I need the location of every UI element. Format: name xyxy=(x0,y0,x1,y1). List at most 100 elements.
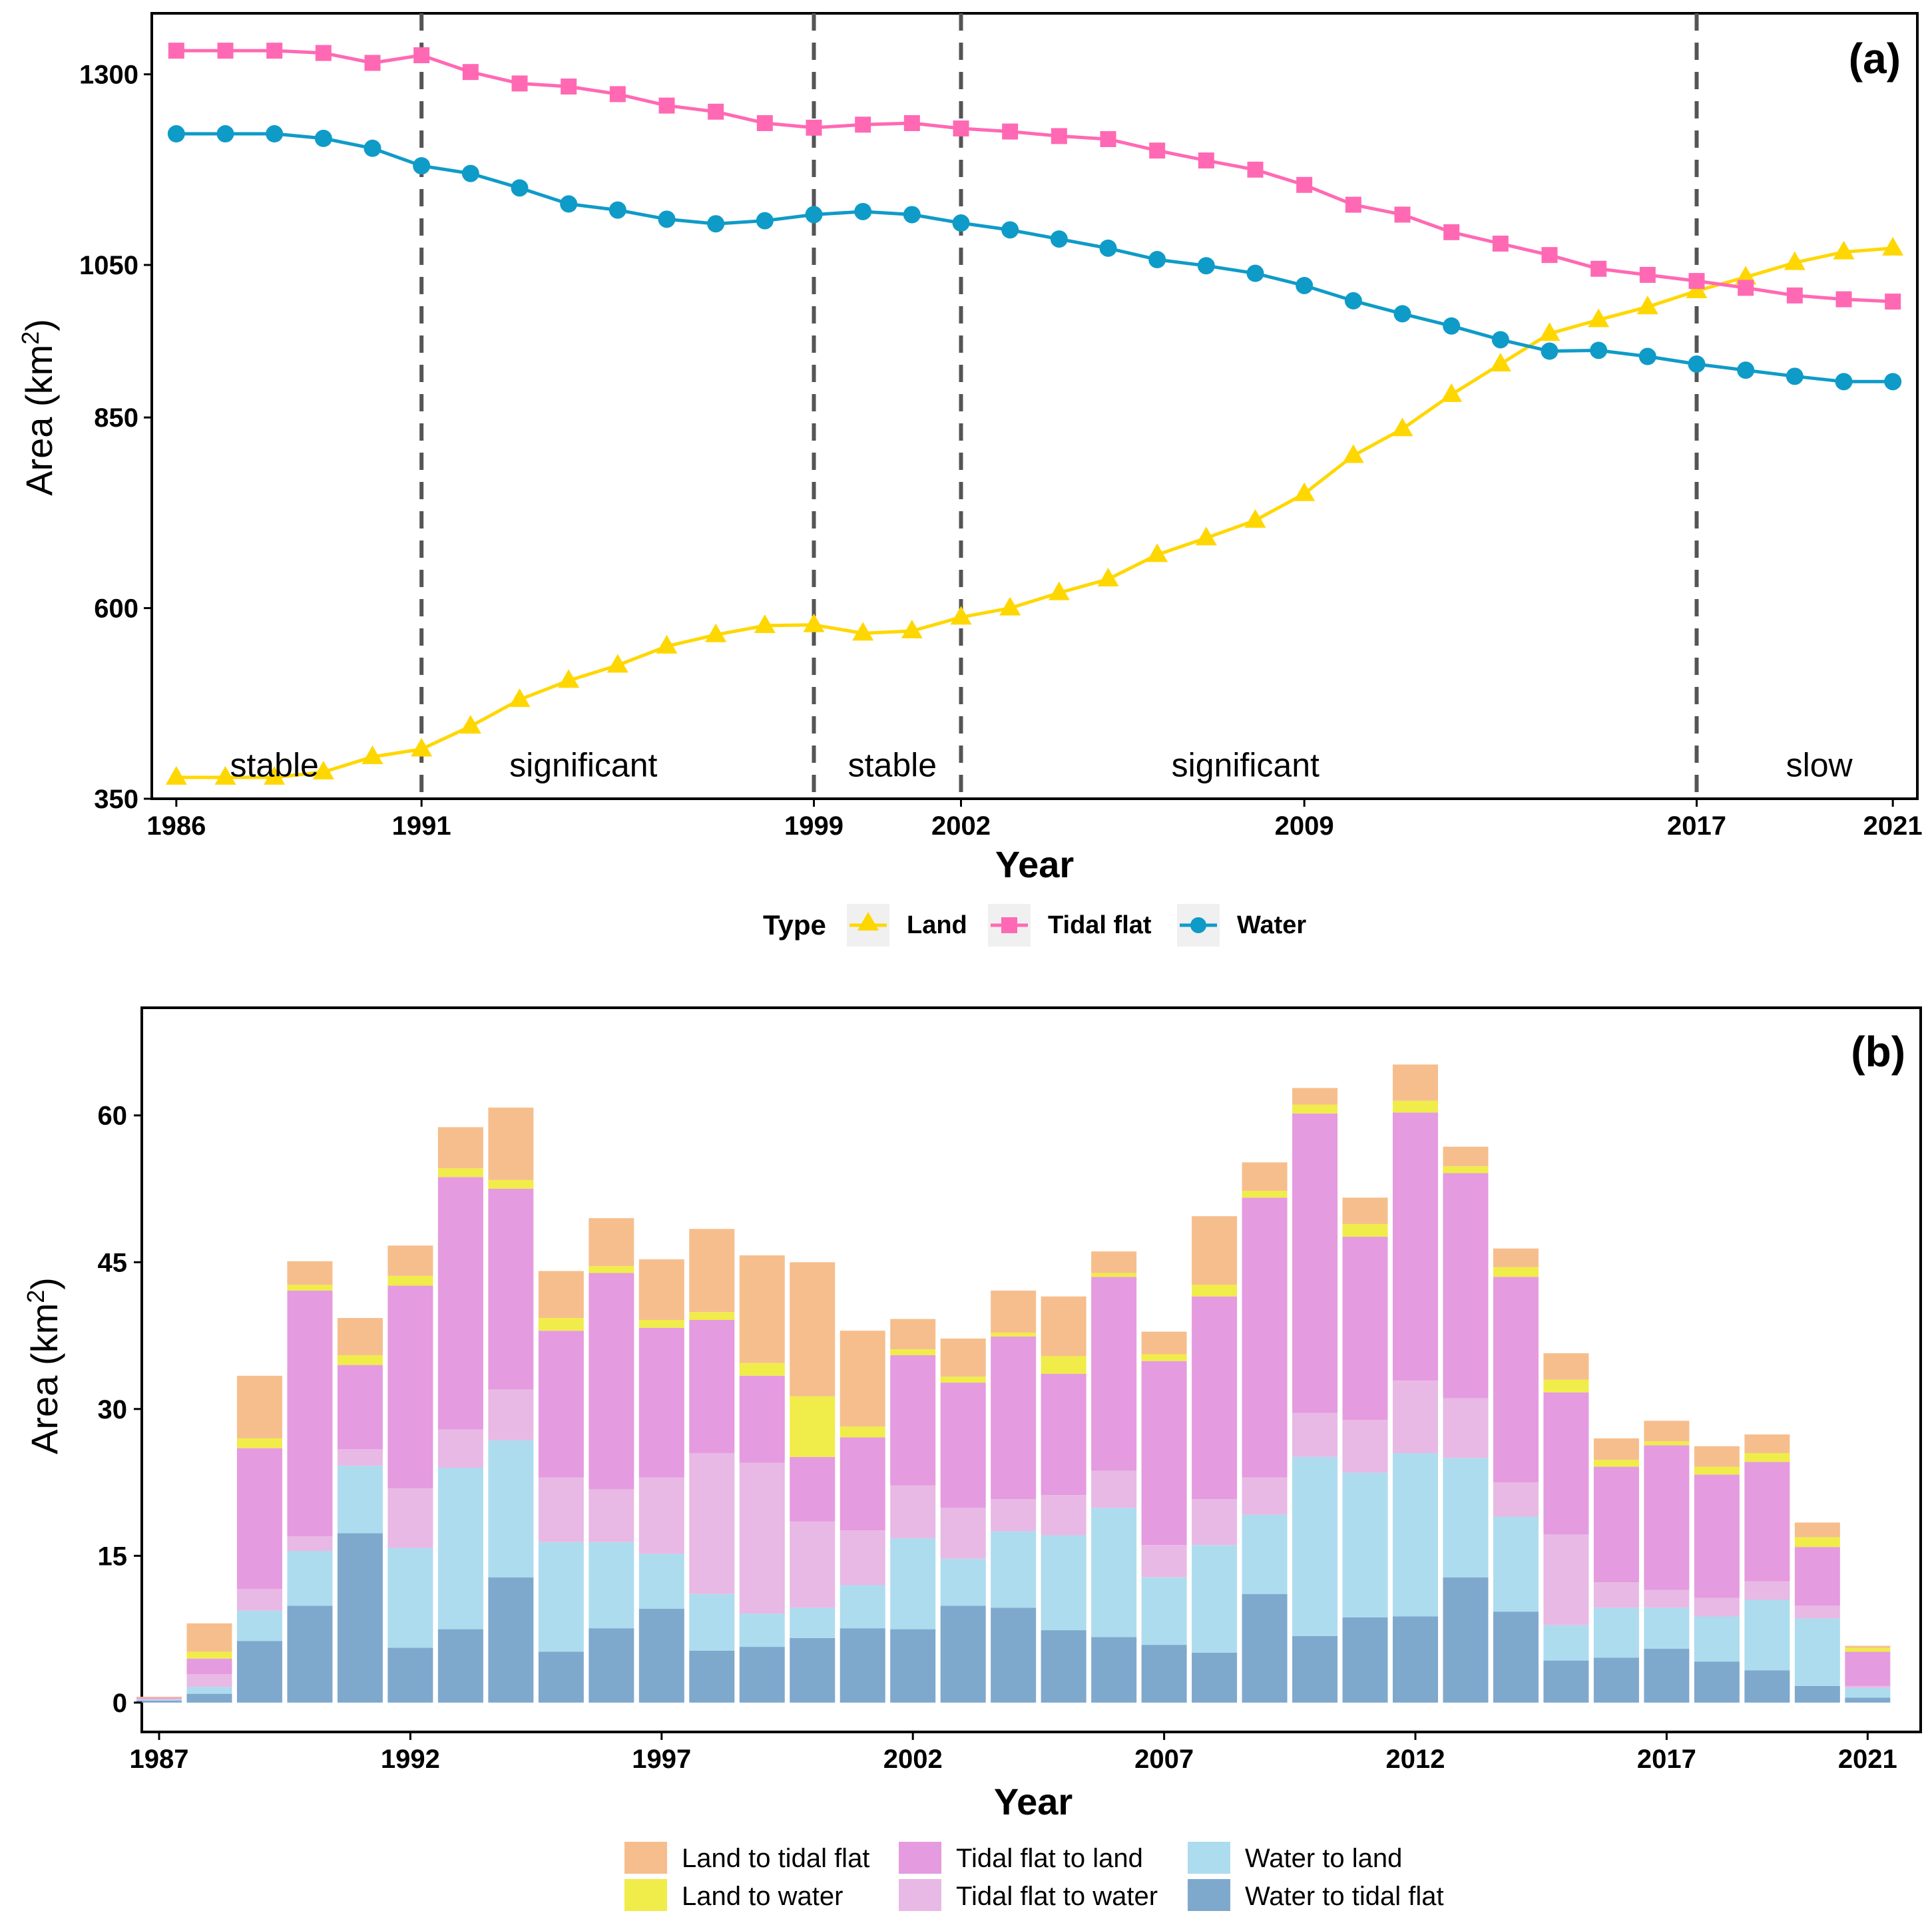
y-tick-label: 45 xyxy=(98,1248,128,1277)
panel-a-legend: Type Land Tidal flat Water xyxy=(763,904,1306,947)
bar-segment-tidal-flat-to-land xyxy=(1041,1373,1087,1496)
bar-segment-tidal-flat-to-water xyxy=(739,1462,785,1614)
bar-segment-land-to-tidal-flat xyxy=(991,1290,1037,1333)
bar-segment-tidal-flat-to-land xyxy=(689,1320,735,1453)
y-axis-ticks: 0 15 30 45 60 xyxy=(98,1102,142,1718)
bar-segment-water-to-tidal-flat xyxy=(136,1700,182,1703)
data-point-tidal-flat xyxy=(1835,291,1852,308)
data-point-water xyxy=(461,164,479,182)
data-point-tidal-flat xyxy=(609,86,626,103)
data-point-land xyxy=(1784,251,1806,270)
bar-segment-water-to-land xyxy=(236,1610,282,1641)
bar-segment-water-to-tidal-flat xyxy=(387,1647,433,1703)
bar-segment-water-to-land xyxy=(1794,1618,1840,1686)
bar-segment-water-to-land xyxy=(136,1699,182,1701)
panel-a-plot-frame xyxy=(150,12,1919,800)
bar-segment-water-to-tidal-flat xyxy=(488,1577,534,1703)
legend-item-land: Land xyxy=(847,904,967,947)
x-tick-label: 1997 xyxy=(632,1745,691,1774)
bar-segment-tidal-flat-to-water xyxy=(1242,1477,1288,1515)
data-point-land xyxy=(1441,383,1463,402)
legend-swatch xyxy=(899,1879,941,1911)
data-point-tidal-flat xyxy=(1296,176,1313,193)
bar-segment-tidal-flat-to-land xyxy=(940,1383,986,1508)
bar-segment-land-to-tidal-flat xyxy=(1694,1446,1740,1467)
y-tick-label: 0 xyxy=(113,1689,127,1718)
data-point-water xyxy=(854,202,872,220)
bar-segment-tidal-flat-to-water xyxy=(186,1674,232,1687)
bar-segment-land-to-water xyxy=(186,1651,232,1659)
bar-segment-land-to-water xyxy=(1845,1647,1891,1652)
bar-segment-water-to-tidal-flat xyxy=(1292,1635,1338,1703)
data-point-tidal-flat xyxy=(1885,294,1901,310)
bar-segment-tidal-flat-to-land xyxy=(1443,1173,1489,1398)
data-point-land xyxy=(1244,509,1266,528)
x-tick-label: 2002 xyxy=(931,811,991,841)
bar-segment-land-to-tidal-flat xyxy=(437,1127,483,1169)
y-tick-label: 60 xyxy=(98,1102,128,1131)
bar-segment-tidal-flat-to-water xyxy=(488,1389,534,1440)
panel-a-line-chart: 350 600 850 1050 1300 1986 1991 1999 2002 2009 20… xyxy=(17,12,1923,947)
bar-segment-water-to-land xyxy=(1242,1514,1288,1594)
bar-segment-water-to-tidal-flat xyxy=(1794,1685,1840,1703)
bar-segment-land-to-tidal-flat xyxy=(1593,1438,1639,1460)
data-point-tidal-flat xyxy=(217,43,234,59)
data-point-tidal-flat xyxy=(364,55,381,71)
bar-segment-water-to-land xyxy=(1493,1516,1539,1612)
bar-segment-water-to-tidal-flat xyxy=(337,1533,383,1703)
bar-segment-land-to-water xyxy=(840,1426,885,1438)
bar-segment-tidal-flat-to-land xyxy=(1543,1392,1589,1535)
data-point-water xyxy=(216,125,234,143)
phase-label: stable xyxy=(848,746,937,783)
data-point-water xyxy=(1443,317,1461,335)
data-point-tidal-flat xyxy=(1639,266,1656,283)
bar-segment-water-to-tidal-flat xyxy=(1091,1637,1137,1703)
data-point-water xyxy=(167,125,185,143)
bar-segment-tidal-flat-to-land xyxy=(437,1177,483,1430)
data-point-land xyxy=(459,715,481,734)
bar-segment-water-to-land xyxy=(1593,1607,1639,1658)
legend-item-tidal-flat-to-land: Tidal flat to land xyxy=(899,1842,1143,1874)
bar-segment-tidal-flat-to-land xyxy=(739,1375,785,1463)
data-point-water xyxy=(1296,276,1314,294)
bar-segment-land-to-water xyxy=(1041,1356,1087,1374)
bar-segment-water-to-land xyxy=(840,1585,885,1629)
phase-label: significant xyxy=(509,746,657,783)
bar-segment-land-to-tidal-flat xyxy=(1041,1296,1087,1357)
data-point-land xyxy=(1294,482,1316,501)
x-tick-label: 2017 xyxy=(1667,811,1726,841)
bar-segment-water-to-tidal-flat xyxy=(1644,1649,1690,1703)
phase-labels: stable significant stable significant slow xyxy=(230,746,1853,783)
bar-segment-land-to-water xyxy=(1192,1285,1238,1297)
bar-segment-land-to-tidal-flat xyxy=(689,1229,735,1313)
bar-segment-land-to-water xyxy=(387,1275,433,1286)
bar-segment-tidal-flat-to-land xyxy=(387,1285,433,1488)
bar-segment-tidal-flat-to-land xyxy=(337,1365,383,1450)
x-tick-label: 1986 xyxy=(146,811,206,841)
x-tick-label: 2002 xyxy=(883,1745,943,1774)
bar-segment-tidal-flat-to-water xyxy=(1393,1381,1438,1453)
bar-segment-land-to-water xyxy=(1342,1223,1388,1237)
phase-label: significant xyxy=(1172,746,1320,783)
legend-label: Land to tidal flat xyxy=(682,1844,869,1873)
data-point-water xyxy=(1099,239,1117,257)
data-point-land xyxy=(1195,527,1217,546)
data-point-tidal-flat xyxy=(1541,247,1558,264)
data-point-water xyxy=(1541,342,1559,360)
data-point-land xyxy=(950,606,972,625)
data-point-water xyxy=(805,206,823,224)
bar-segment-water-to-tidal-flat xyxy=(186,1693,232,1703)
phase-label: stable xyxy=(230,746,318,783)
panel-a-x-axis-title: Year xyxy=(995,843,1074,885)
bar-segment-land-to-tidal-flat xyxy=(488,1107,534,1180)
line-series xyxy=(165,43,1904,785)
bar-segment-tidal-flat-to-land xyxy=(840,1437,885,1531)
data-point-land xyxy=(1539,322,1561,341)
legend-item-land-to-water: Land to water xyxy=(624,1879,843,1911)
bar-segment-tidal-flat-to-water xyxy=(940,1508,986,1559)
bar-segment-tidal-flat-to-land xyxy=(1091,1277,1137,1471)
bar-segment-tidal-flat-to-water xyxy=(1794,1605,1840,1619)
data-point-water xyxy=(1737,361,1755,379)
data-point-tidal-flat xyxy=(1002,123,1019,140)
